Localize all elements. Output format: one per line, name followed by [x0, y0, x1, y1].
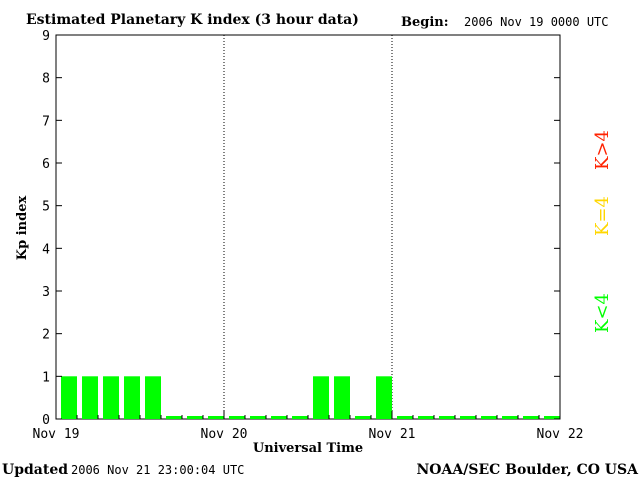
- kp-bar: [313, 376, 329, 419]
- x-tick-label: Nov 21: [369, 427, 416, 442]
- kp-bar: [166, 416, 182, 419]
- y-tick-label: 0: [42, 413, 50, 428]
- y-tick-label: 9: [42, 29, 50, 44]
- kp-bar: [229, 416, 245, 419]
- kp-bar: [82, 376, 98, 419]
- credit-text: NOAA/SEC Boulder, CO USA: [417, 462, 640, 478]
- plot-frame: [55, 34, 561, 420]
- kp-bar: [523, 416, 539, 419]
- updated-value: 2006 Nov 21 23:00:04 UTC: [71, 463, 244, 477]
- legend-k-equal-4: K=4: [592, 196, 613, 236]
- y-tick-label: 7: [42, 114, 50, 129]
- begin-label: Begin:: [401, 15, 449, 30]
- kp-bar: [355, 416, 371, 419]
- kp-bar: [271, 416, 287, 419]
- kp-bar: [187, 416, 203, 419]
- kp-bar: [376, 376, 392, 419]
- x-tick-label: Nov 22: [537, 427, 584, 442]
- begin-value: 2006 Nov 19 0000 UTC: [464, 15, 609, 29]
- x-axis-label: Universal Time: [253, 441, 363, 456]
- chart-title: Estimated Planetary K index (3 hour data…: [26, 12, 359, 28]
- x-tick-label: Nov 20: [201, 427, 248, 442]
- kp-bar: [208, 416, 224, 419]
- kp-bar: [145, 376, 161, 419]
- bar-series: [61, 376, 560, 419]
- x-axis-ticks: Nov 19 Nov 20 Nov 21 Nov 22: [33, 411, 584, 442]
- kp-bar: [502, 416, 518, 419]
- y-tick-label: 6: [42, 157, 50, 172]
- kp-bar: [250, 416, 266, 419]
- y-axis-label: Kp index: [15, 196, 30, 261]
- kp-bar: [418, 416, 434, 419]
- legend-k-less-4: K<4: [592, 293, 613, 333]
- day-separators: [223, 35, 393, 419]
- x-tick-label: Nov 19: [33, 427, 80, 442]
- y-tick-label: 5: [42, 200, 50, 215]
- kp-bar: [61, 376, 77, 419]
- kp-bar: [544, 416, 560, 419]
- y-axis-ticks: 0 1 2 3 4 5 6 7 8 9: [42, 29, 560, 428]
- y-tick-label: 8: [42, 72, 50, 87]
- kp-bar: [481, 416, 497, 419]
- kp-bar: [334, 376, 350, 419]
- y-tick-label: 3: [42, 285, 50, 300]
- updated-label: Updated: [2, 462, 68, 478]
- kp-bar: [460, 416, 476, 419]
- kp-bar: [439, 416, 455, 419]
- y-tick-label: 1: [42, 370, 50, 385]
- legend-k-greater-4: K>4: [592, 130, 613, 170]
- y-tick-label: 2: [42, 328, 50, 343]
- y-tick-label: 4: [42, 242, 50, 257]
- kp-bar: [292, 416, 308, 419]
- kp-bar: [103, 376, 119, 419]
- kp-bar: [124, 376, 140, 419]
- kp-bar: [397, 416, 413, 419]
